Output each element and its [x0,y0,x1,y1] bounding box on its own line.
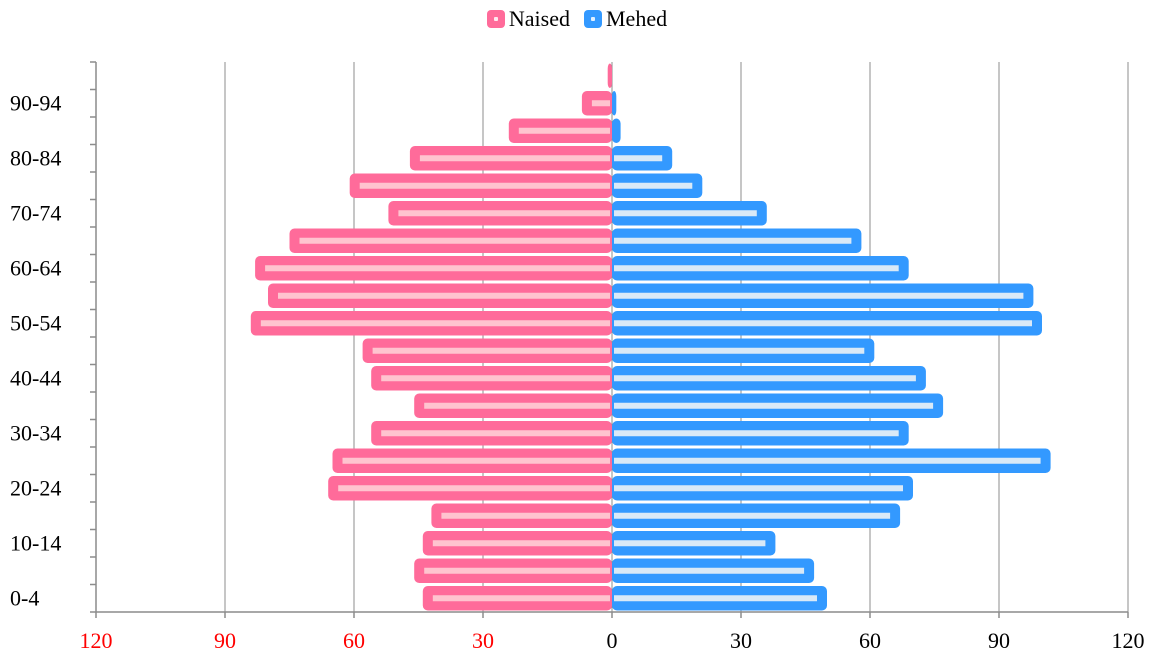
bar-highlight-mehed-65-69 [614,237,852,244]
bar-highlight-naised-20-24 [338,485,610,492]
bar-highlight-naised-40-44 [381,375,610,382]
legend-swatch-mehed [584,10,602,28]
bar-highlight-mehed-0-4 [614,595,817,602]
x-tick-label-8: 120 [1112,628,1145,653]
x-tick-label-6: 60 [859,628,881,653]
bar-highlight-mehed-50-54 [614,320,1032,327]
bar-highlight-naised-15-19 [441,512,610,519]
bar-highlight-naised-80-84 [419,155,610,162]
x-tick-label-5: 30 [730,628,752,653]
bar-highlight-mehed-40-44 [614,375,916,382]
y-tick-label-40-44: 40-44 [10,365,61,390]
chart-legend: Naised Mehed [0,6,1154,32]
bar-highlight-mehed-60-64 [614,265,899,272]
x-tick-label-3: 30 [472,628,494,653]
y-tick-label-30-34: 30-34 [10,420,61,445]
bar-highlight-mehed-15-19 [614,512,891,519]
bar-highlight-naised-65-69 [299,237,610,244]
bar-highlight-mehed-70-74 [614,210,757,217]
bar-highlight-naised-25-29 [342,457,610,464]
y-tick-label-0-4: 0-4 [10,585,39,610]
bar-highlight-naised-60-64 [265,265,610,272]
bar-highlight-naised-90-94 [591,100,610,107]
y-tick-label-50-54: 50-54 [10,310,61,335]
x-tick-label-1: 90 [214,628,236,653]
x-tick-label-2: 60 [343,628,365,653]
bar-highlight-mehed-20-24 [614,485,903,492]
bar-naised-95+ [607,63,612,88]
bar-highlight-naised-70-74 [398,210,610,217]
y-tick-label-90-94: 90-94 [10,90,61,115]
legend-label-mehed: Mehed [606,6,668,31]
y-tick-label-10-14: 10-14 [10,530,61,555]
bar-highlight-mehed-30-34 [614,430,899,437]
bar-mehed-90-94 [612,91,617,116]
bar-highlight-mehed-5-9 [614,567,805,574]
bar-highlight-naised-35-39 [424,402,610,409]
bar-highlight-mehed-45-49 [614,347,865,354]
bar-highlight-mehed-55-59 [614,292,1024,299]
bar-highlight-naised-45-49 [372,347,610,354]
y-tick-label-60-64: 60-64 [10,255,61,280]
bar-highlight-naised-0-4 [432,595,610,602]
bar-mehed-85-89 [612,118,621,143]
bar-highlight-naised-30-34 [381,430,610,437]
legend-item-mehed: Mehed [584,6,667,32]
legend-item-naised: Naised [486,6,570,32]
bar-highlight-naised-55-59 [278,292,610,299]
x-tick-label-0: 120 [80,628,113,653]
y-tick-label-70-74: 70-74 [10,200,61,225]
bar-highlight-mehed-10-14 [614,540,766,547]
x-tick-label-4: 0 [607,628,618,653]
legend-swatch-naised [486,10,505,28]
x-tick-label-7: 90 [988,628,1010,653]
bar-highlight-mehed-35-39 [614,402,934,409]
bar-highlight-naised-75-79 [359,182,610,189]
bar-highlight-naised-50-54 [260,320,610,327]
bar-highlight-naised-5-9 [424,567,610,574]
bar-highlight-mehed-75-79 [614,182,693,189]
bar-highlight-mehed-25-29 [614,457,1041,464]
bar-highlight-naised-10-14 [432,540,610,547]
y-tick-label-20-24: 20-24 [10,475,61,500]
legend-label-naised: Naised [508,6,570,31]
bar-highlight-mehed-80-84 [614,155,663,162]
bar-highlight-naised-85-89 [518,127,610,134]
y-tick-label-80-84: 80-84 [10,145,61,170]
